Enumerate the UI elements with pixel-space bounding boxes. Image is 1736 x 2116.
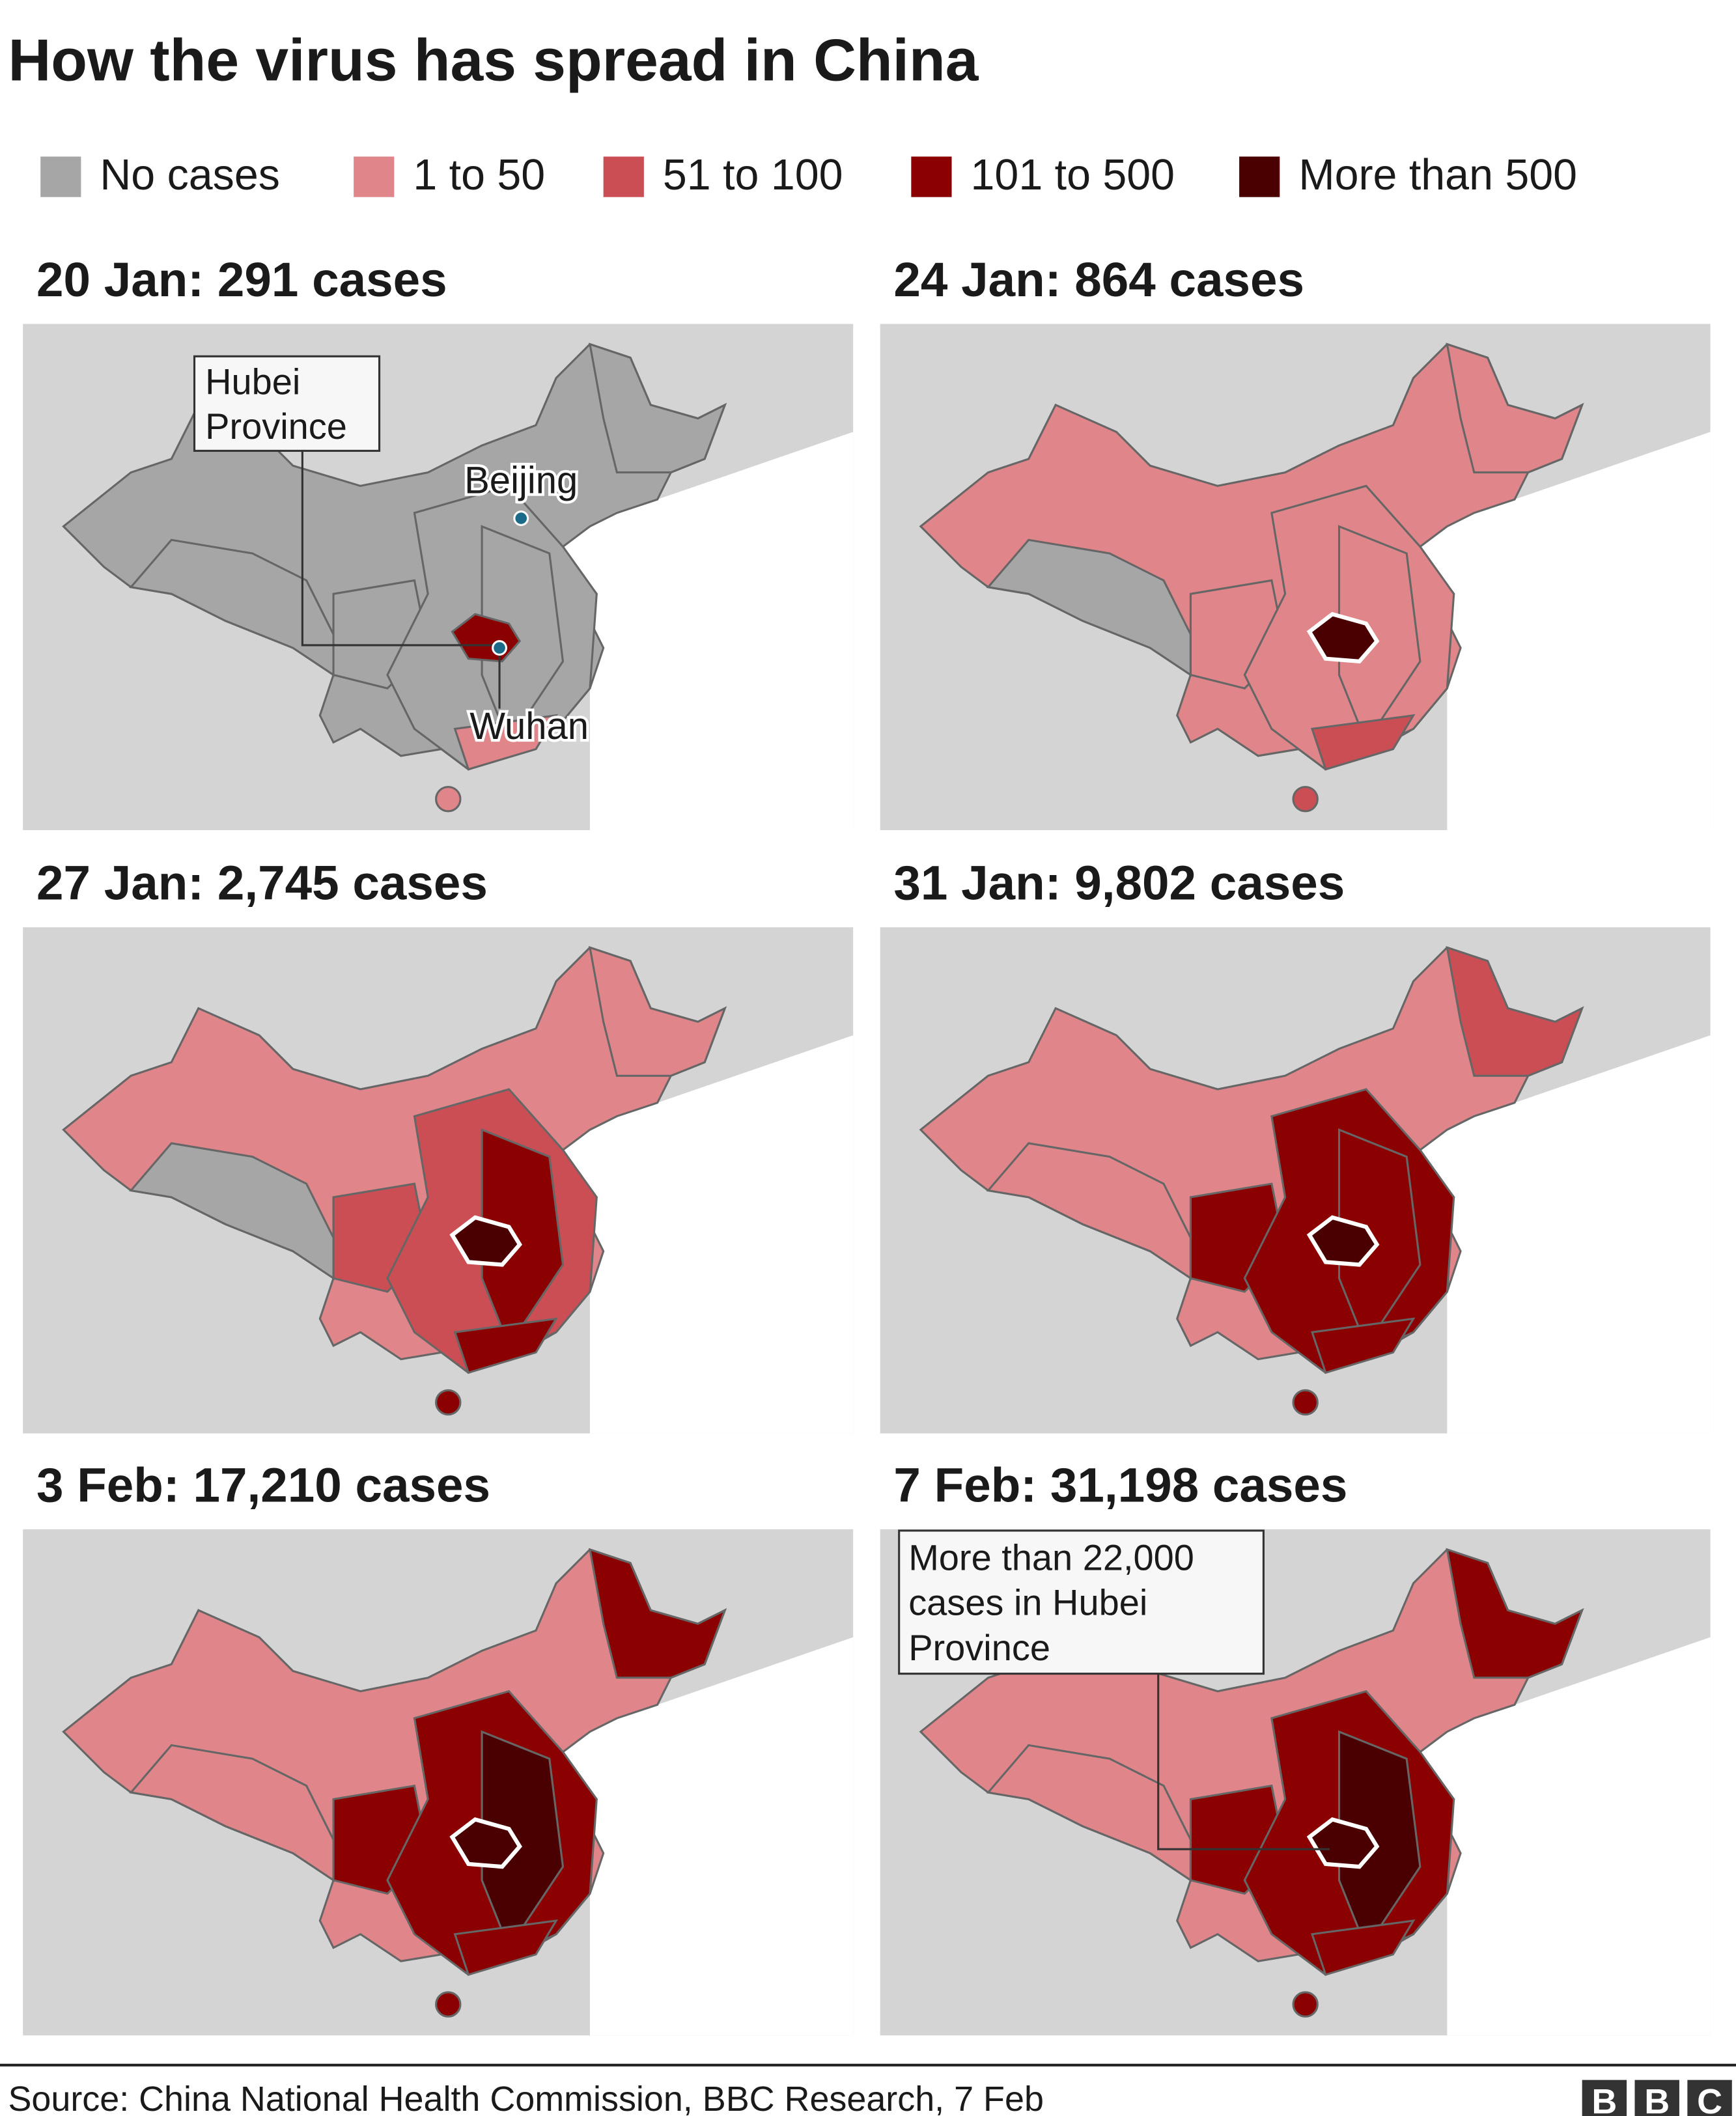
province-ne: [1446, 946, 1584, 1077]
source: Source: China National Health Commission…: [8, 2080, 1043, 2116]
sea: [563, 1035, 854, 1434]
city-dot: [513, 510, 529, 526]
sea: [563, 432, 854, 830]
province-ne: [1446, 342, 1584, 474]
sea: [1420, 1035, 1711, 1434]
legend-label: More than 500: [1298, 151, 1577, 199]
legend-label: 51 to 100: [663, 151, 843, 199]
province-gd: [453, 1317, 559, 1374]
legend-label: 1 to 50: [413, 151, 545, 199]
map: [23, 927, 854, 1434]
annotation-text: cases in Hubei: [908, 1582, 1147, 1623]
city-label: Wuhan: [469, 705, 589, 747]
hubei: [1306, 1817, 1380, 1869]
logo-box: [1687, 2080, 1732, 2116]
hubei: [1306, 1215, 1380, 1267]
panels: 20 Jan: 291 cases 24 Jan: 864 cases 27 Jan…: [23, 252, 1711, 2036]
province-ne: [588, 1548, 727, 1679]
province-gd: [1310, 1919, 1416, 1976]
city-dot: [492, 640, 507, 656]
legend-label: 101 to 500: [971, 151, 1175, 199]
sea: [563, 1637, 854, 2036]
province-gd: [1310, 714, 1416, 771]
sea: [1420, 1637, 1711, 2036]
annotation-box: [898, 1529, 1265, 1675]
hainan: [1292, 1991, 1319, 2018]
hainan: [435, 1991, 462, 2018]
panel-title: 27 Jan: 2,745 cases: [36, 856, 488, 910]
map: [880, 927, 1711, 1434]
legend: No cases 1 to 50 51 to 100 101 to 500 More t…: [40, 151, 1577, 199]
sea: [1420, 432, 1711, 830]
panel-title: 3 Feb: 17,210 cases: [36, 1457, 490, 1512]
hainan: [1292, 786, 1319, 813]
legend-swatch: [1239, 156, 1280, 197]
panel-title: 31 Jan: 9,802 cases: [893, 856, 1345, 910]
province-gd: [453, 1919, 559, 1976]
hubei: [449, 1215, 522, 1267]
annotation-text: Province: [908, 1627, 1050, 1668]
legend-label: No cases: [100, 151, 280, 199]
legend-swatch: [354, 156, 395, 197]
province-ne: [1446, 1548, 1584, 1679]
logo-box: [1582, 2080, 1627, 2116]
province-gd: [453, 714, 559, 771]
annotation-text: More than 22,000: [908, 1537, 1194, 1578]
hainan: [435, 786, 462, 813]
hubei: [1306, 611, 1380, 664]
legend-swatch: [911, 156, 952, 197]
panel-title: 7 Feb: 31,198 cases: [893, 1457, 1347, 1512]
panel-title: 24 Jan: 864 cases: [893, 252, 1304, 307]
leader-line: [301, 451, 500, 647]
legend-swatch: [603, 156, 644, 197]
logo-box: [1634, 2080, 1679, 2116]
panel-title: 20 Jan: 291 cases: [36, 252, 447, 307]
hainan: [435, 1389, 462, 1416]
logo-letter: C: [1697, 2082, 1722, 2116]
title: How the virus has spread in China: [8, 27, 979, 94]
hainan: [1292, 1389, 1319, 1416]
hubei: [449, 1817, 522, 1869]
city-label: Beijing: [464, 460, 578, 502]
annotation-text: Province: [205, 406, 347, 447]
legend-swatch: [40, 156, 81, 197]
province-gd: [1310, 1317, 1416, 1374]
map: [23, 324, 854, 830]
province-ne: [588, 342, 727, 474]
map: [23, 1529, 854, 2036]
annotation-box: [193, 355, 381, 452]
logo-letter: B: [1644, 2082, 1670, 2116]
map: [880, 324, 1711, 830]
logo-letter: B: [1591, 2082, 1617, 2116]
province-ne: [588, 946, 727, 1077]
leader-line: [1157, 1673, 1330, 1850]
annotation-text: Hubei: [205, 361, 300, 402]
